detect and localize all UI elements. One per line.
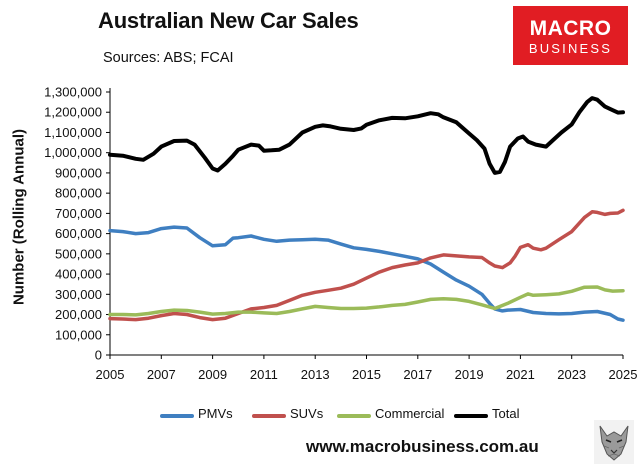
x-tick-label: 2013 — [301, 367, 330, 382]
x-tick-label: 2017 — [403, 367, 432, 382]
x-tick-label: 2021 — [506, 367, 535, 382]
macrobusiness-logo: MACRO BUSINESS — [513, 6, 628, 65]
y-tick-label: 1,000,000 — [44, 145, 102, 160]
series-line-pmvs — [108, 225, 625, 322]
y-tick-label: 500,000 — [55, 246, 102, 261]
legend-swatch-pmvs — [160, 414, 194, 418]
legend-label-total: Total — [492, 406, 520, 421]
y-tick-label: 800,000 — [55, 186, 102, 201]
x-tick-label: 2025 — [609, 367, 638, 382]
y-tick-label: 1,300,000 — [44, 85, 102, 100]
x-tick-label: 2007 — [147, 367, 176, 382]
legend-label-commercial: Commercial — [375, 406, 445, 421]
y-tick-label: 1,200,000 — [44, 105, 102, 120]
x-tick-label: 2019 — [455, 367, 484, 382]
y-tick-label: 600,000 — [55, 226, 102, 241]
legend-label-pmvs: PMVs — [198, 406, 233, 421]
x-tick-label: 2011 — [250, 367, 278, 382]
legend-label-suvs: SUVs — [290, 406, 324, 421]
y-tick-label: 700,000 — [55, 206, 102, 221]
chart-title: Australian New Car Sales — [98, 8, 359, 33]
logo-line2: BUSINESS — [528, 41, 613, 56]
y-tick-label: 900,000 — [55, 165, 102, 180]
x-tick-label: 2005 — [96, 367, 125, 382]
legend-swatch-commercial — [337, 414, 371, 418]
y-tick-label: 400,000 — [55, 267, 102, 282]
chart-subtitle: Sources: ABS; FCAI — [103, 50, 234, 66]
x-tick-label: 2009 — [198, 367, 227, 382]
y-tick-label: 0 — [95, 348, 102, 363]
y-tick-label: 1,100,000 — [44, 125, 102, 140]
y-tick-label: 300,000 — [55, 287, 102, 302]
series-line-commercial — [108, 285, 625, 317]
x-tick-label: 2015 — [352, 367, 381, 382]
legend-swatch-suvs — [252, 414, 286, 418]
y-tick-label: 100,000 — [55, 327, 102, 342]
x-tick-label: 2023 — [557, 367, 586, 382]
series-line-suvs — [108, 208, 625, 322]
logo-line1: MACRO — [529, 17, 612, 40]
y-tick-label: 200,000 — [55, 307, 102, 322]
footer-url[interactable]: www.macrobusiness.com.au — [306, 437, 539, 456]
wolf-icon — [594, 420, 634, 464]
series-line-total — [108, 96, 625, 175]
legend-swatch-total — [454, 414, 488, 418]
